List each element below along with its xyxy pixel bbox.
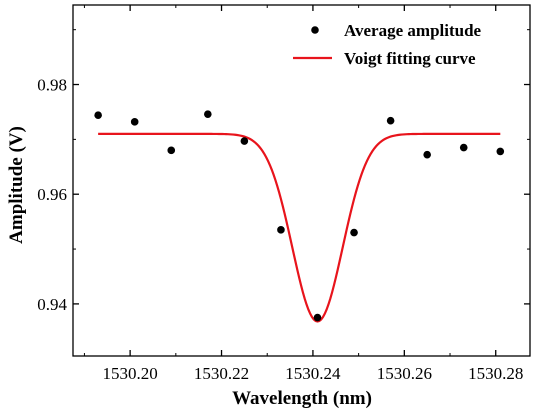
- x-tick-label: 1530.20: [103, 364, 158, 383]
- legend-label-average-amplitude: Average amplitude: [344, 21, 482, 40]
- data-point: [386, 116, 395, 125]
- y-axis-title: Amplitude (V): [6, 126, 27, 244]
- data-point: [130, 118, 139, 126]
- legend-marker-average-amplitude: [311, 26, 319, 34]
- y-tick-label: 0.98: [37, 76, 67, 95]
- x-tick-label: 1530.22: [194, 364, 249, 383]
- data-point: [459, 143, 468, 152]
- data-point: [313, 313, 322, 322]
- data-point: [167, 146, 176, 155]
- data-point: [350, 228, 358, 237]
- y-tick-label: 0.94: [37, 295, 67, 314]
- legend: Average amplitude Voigt fitting curve: [293, 21, 482, 68]
- x-tick-label: 1530.28: [468, 364, 523, 383]
- chart-marks: [94, 110, 505, 323]
- x-tick-label: 1530.26: [377, 364, 432, 383]
- tick-labels: 1530.20 1530.22 1530.24 1530.26 1530.28 0.94 0…: [37, 76, 523, 383]
- data-point: [94, 111, 102, 120]
- x-axis-title: Wavelength (nm): [232, 388, 372, 409]
- data-point: [204, 110, 212, 118]
- y-tick-label: 0.96: [37, 185, 67, 204]
- legend-label-voigt-fitting-curve: Voigt fitting curve: [344, 49, 476, 68]
- x-tick-label: 1530.24: [285, 364, 341, 383]
- plot-frame: [72, 4, 531, 357]
- data-point: [277, 226, 285, 234]
- data-point: [240, 137, 249, 145]
- plot-axes: [72, 4, 531, 357]
- data-point: [423, 150, 431, 159]
- data-point: [496, 147, 505, 156]
- voigt-fit-line: [98, 132, 501, 323]
